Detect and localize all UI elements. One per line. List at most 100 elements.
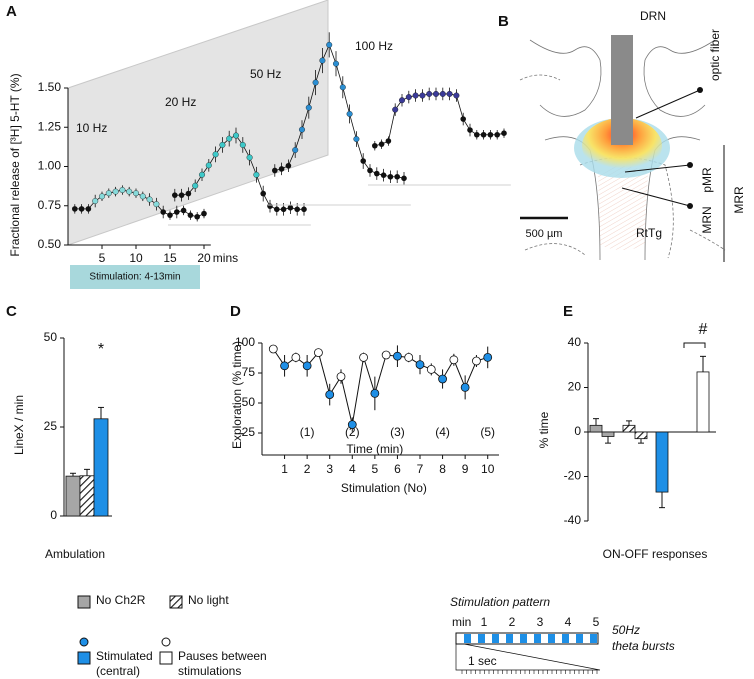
y-tick-label: 25 — [242, 425, 256, 439]
data-point — [438, 374, 447, 384]
y-label: % time — [537, 411, 551, 448]
y-tick-label: 75 — [242, 365, 256, 379]
data-point — [287, 204, 294, 211]
data-point — [439, 90, 446, 97]
data-point — [85, 206, 92, 212]
data-point — [404, 352, 414, 362]
data-point — [415, 360, 425, 370]
y-tick-label: 50 — [242, 395, 256, 409]
pattern-title: Stimulation pattern — [450, 595, 550, 609]
data-point — [153, 201, 160, 208]
data-point — [160, 209, 166, 215]
x-tick-label: 2 — [304, 462, 311, 476]
legend-swatch — [159, 651, 173, 665]
data-point — [174, 209, 180, 215]
pattern-unit: min — [452, 615, 471, 629]
pointer — [621, 187, 691, 207]
data-point — [294, 206, 301, 213]
data-point — [253, 171, 260, 178]
series-label: 20 Hz — [165, 95, 196, 109]
data-point — [302, 361, 312, 371]
data-point — [272, 167, 278, 174]
pattern-stripe — [520, 634, 527, 643]
data-point — [487, 131, 494, 138]
x-tick-label: 4 — [349, 462, 356, 476]
data-point — [201, 210, 207, 217]
label: MRR — [732, 186, 746, 214]
data-point — [394, 173, 401, 180]
data-point — [314, 348, 323, 358]
x-label: Stimulation (No) — [341, 481, 427, 495]
legend-swatch — [77, 595, 91, 609]
data-point — [483, 352, 493, 362]
y-label: LineX / min — [12, 395, 26, 455]
legend-swatch — [77, 651, 91, 665]
data-point — [401, 175, 407, 182]
optic-fiber — [611, 35, 633, 145]
data-point — [180, 207, 187, 214]
bar — [589, 424, 603, 433]
data-point — [387, 173, 394, 180]
data-point — [347, 420, 357, 430]
data-point — [412, 92, 419, 99]
data-point — [301, 206, 307, 213]
data-point — [280, 206, 287, 213]
x-tick-label: 3 — [326, 462, 333, 476]
data-point — [419, 92, 426, 99]
legend-label: No Ch2R — [96, 593, 146, 607]
time-tick-label: (1) — [300, 425, 315, 439]
bar — [65, 475, 81, 517]
time-label: Time (min) — [346, 442, 403, 456]
y-tick-label: -20 — [564, 469, 582, 483]
y-label: Fractional release of [³H] 5-HT (%) — [8, 73, 22, 256]
time-tick-label: (3) — [390, 425, 405, 439]
x-tick-label: 10 — [481, 462, 495, 476]
pattern-stripe — [562, 634, 569, 643]
data-point — [92, 198, 99, 205]
data-point — [246, 154, 253, 161]
pattern-note: 50Hz — [612, 623, 640, 637]
y-tick-label: -40 — [564, 513, 582, 527]
pattern-tick-label: 3 — [537, 615, 544, 629]
pattern-stripe — [478, 634, 485, 643]
bar — [634, 431, 648, 440]
annotation: # — [699, 321, 708, 338]
y-tick-label: 1.00 — [38, 159, 62, 173]
legend-label: No light — [188, 593, 229, 607]
data-point — [374, 170, 380, 177]
bar — [622, 424, 636, 433]
data-point — [453, 92, 460, 99]
data-point — [474, 131, 480, 138]
data-point — [399, 97, 406, 104]
data-point — [385, 138, 392, 144]
x-tick-label: 1 — [281, 462, 288, 476]
x-tick-label: 5 — [372, 462, 379, 476]
pattern-tick-label: 1 — [481, 615, 488, 629]
data-point — [346, 110, 353, 117]
label: 500 µm — [526, 228, 563, 240]
data-point — [370, 388, 380, 398]
data-point — [480, 131, 487, 138]
data-point — [260, 190, 267, 197]
x-tick-label: 6 — [394, 462, 401, 476]
data-point — [494, 131, 501, 138]
data-point — [219, 141, 226, 148]
data-point — [285, 162, 292, 169]
data-point — [212, 151, 219, 158]
data-point — [226, 135, 233, 142]
y-tick-label: 40 — [568, 335, 582, 349]
y-tick-label: 1.50 — [38, 80, 62, 94]
data-point — [392, 106, 399, 113]
y-tick-label: 100 — [235, 335, 255, 349]
series-label: 100 Hz — [355, 39, 393, 53]
pattern-stripe — [590, 634, 597, 643]
time-tick-label: (4) — [435, 425, 450, 439]
bar — [79, 475, 95, 517]
data-point — [187, 212, 194, 218]
pointer-dot — [687, 203, 693, 209]
data-point — [381, 350, 391, 360]
x-tick-label: 10 — [129, 251, 143, 265]
x-label: Ambulation — [45, 547, 105, 561]
data-point — [126, 188, 133, 195]
bar — [93, 418, 109, 517]
